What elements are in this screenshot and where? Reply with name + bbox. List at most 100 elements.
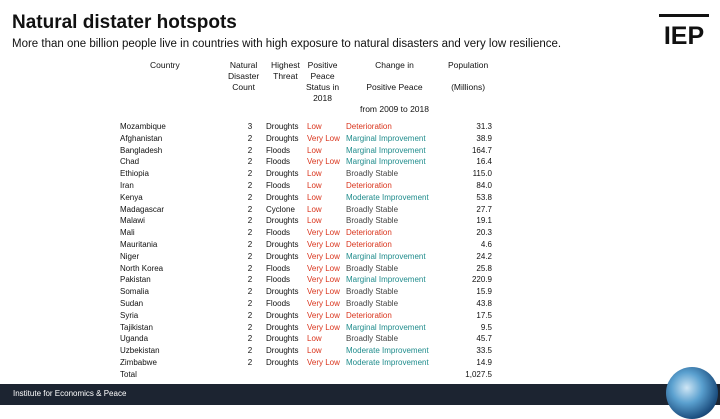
highest-threat-cell: Droughts	[266, 346, 299, 356]
change-cell: Marginal Improvement	[346, 275, 426, 285]
total-population: 1,027.5	[465, 369, 492, 379]
total-row: Total 1,027.5	[120, 369, 500, 381]
change-cell: Deterioration	[346, 240, 392, 249]
table-row: Madagascar 2 Cyclone Low Broadly Stable 27.7	[120, 204, 500, 216]
highest-threat-cell: Droughts	[266, 334, 299, 344]
disaster-count-cell: 2	[247, 216, 253, 226]
country-cell: Afghanistan	[120, 133, 163, 143]
population-cell: 38.9	[476, 133, 492, 143]
change-cell: Marginal Improvement	[346, 322, 426, 332]
peace-status-cell: Very Low	[307, 275, 340, 285]
footer-text: Institute for Economics & Peace	[13, 389, 127, 398]
disaster-count-cell: 2	[247, 228, 253, 238]
disaster-count-cell: 2	[247, 145, 253, 155]
population-cell: 164.7	[471, 145, 492, 155]
change-cell: Marginal Improvement	[346, 251, 426, 261]
highest-threat-cell: Droughts	[266, 133, 299, 143]
country-cell: Chad	[120, 157, 140, 167]
change-cell: Deterioration	[346, 122, 392, 131]
country-cell: Niger	[120, 251, 140, 261]
population-cell: 53.8	[476, 192, 492, 202]
bottom-bar	[0, 384, 720, 405]
disaster-count-cell: 2	[247, 263, 253, 273]
population-cell: 9.5	[480, 322, 492, 332]
disaster-count-cell: 2	[247, 133, 253, 143]
highest-threat-cell: Droughts	[266, 216, 299, 226]
disaster-count-cell: 2	[247, 251, 253, 261]
table-row: Niger 2 Droughts Very Low Marginal Improveme…	[120, 251, 500, 263]
header-highest-threat: Highest Threat	[271, 60, 300, 81]
peace-status-cell: Very Low	[307, 263, 340, 273]
country-cell: Mauritania	[120, 240, 158, 249]
disaster-count-cell: 2	[247, 204, 253, 214]
country-cell: Pakistan	[120, 275, 151, 285]
disaster-count-cell: 2	[247, 310, 253, 320]
peace-status-cell: Low	[307, 122, 322, 131]
change-cell: Deterioration	[346, 310, 392, 320]
table-row: Kenya 2 Droughts Low Moderate Improvement 53.…	[120, 192, 500, 204]
disaster-count-cell: 2	[247, 322, 253, 332]
table-row: Zimbabwe 2 Droughts Very Low Moderate Improv…	[120, 357, 500, 369]
country-cell: Sudan	[120, 299, 144, 308]
population-cell: 45.7	[476, 334, 492, 344]
globe-icon	[666, 367, 718, 419]
country-cell: Uzbekistan	[120, 346, 160, 356]
population-cell: 220.9	[471, 275, 492, 285]
change-cell: Broadly Stable	[346, 299, 399, 308]
peace-status-cell: Low	[307, 192, 322, 202]
table-row: Chad 2 Floods Very Low Marginal Improvement 1…	[120, 156, 500, 168]
peace-status-cell: Very Low	[307, 299, 340, 308]
country-cell: Zimbabwe	[120, 358, 157, 367]
change-cell: Moderate Improvement	[346, 346, 429, 356]
disaster-count-cell: 2	[247, 240, 253, 249]
header-disaster-count: Natural Disaster Count	[228, 60, 260, 92]
peace-status-cell: Low	[307, 216, 322, 226]
disaster-count-cell: 3	[247, 122, 253, 131]
change-cell: Moderate Improvement	[346, 358, 429, 367]
population-cell: 20.3	[476, 228, 492, 238]
peace-status-cell: Very Low	[307, 287, 340, 297]
header-population: Population (Millions)	[448, 60, 489, 92]
country-cell: Tajikistan	[120, 322, 153, 332]
change-cell: Broadly Stable	[346, 287, 399, 297]
disaster-count-cell: 2	[247, 157, 253, 167]
logo-text: IEP	[664, 22, 704, 48]
table-row: Tajikistan 2 Droughts Very Low Marginal Impr…	[120, 322, 500, 334]
change-cell: Moderate Improvement	[346, 192, 429, 202]
change-cell: Broadly Stable	[346, 169, 399, 179]
highest-threat-cell: Floods	[266, 275, 291, 285]
table-row: Sudan 2 Floods Very Low Broadly Stable 43.8	[120, 298, 500, 310]
peace-status-cell: Very Low	[307, 133, 340, 143]
table-row: Mauritania 2 Droughts Very Low Deterioration…	[120, 239, 500, 251]
table-row: Somalia 2 Droughts Very Low Broadly Stable 15…	[120, 286, 500, 298]
change-cell: Marginal Improvement	[346, 145, 426, 155]
disaster-count-cell: 2	[247, 334, 253, 344]
highest-threat-cell: Floods	[266, 299, 291, 308]
table-row: Pakistan 2 Floods Very Low Marginal Improvem…	[120, 274, 500, 286]
disaster-count-cell: 2	[247, 358, 253, 367]
peace-status-cell: Low	[307, 334, 322, 344]
table-row: Ethiopia 2 Droughts Low Broadly Stable 115.0	[120, 168, 500, 180]
population-cell: 24.2	[476, 251, 492, 261]
table-row: Bangladesh 2 Floods Low Marginal Improvement…	[120, 145, 500, 157]
peace-status-cell: Low	[307, 346, 322, 356]
disaster-count-cell: 2	[247, 181, 253, 190]
change-cell: Marginal Improvement	[346, 157, 426, 167]
country-cell: Uganda	[120, 334, 149, 344]
highest-threat-cell: Floods	[266, 157, 291, 167]
highest-threat-cell: Droughts	[266, 169, 299, 179]
highest-threat-cell: Floods	[266, 181, 291, 190]
country-cell: Madagascar	[120, 204, 165, 214]
peace-status-cell: Very Low	[307, 228, 340, 238]
header-change: Change in Positive Peace from 2009 to 20…	[360, 60, 429, 114]
country-cell: Kenya	[120, 192, 143, 202]
highest-threat-cell: Droughts	[266, 358, 299, 367]
population-cell: 43.8	[476, 299, 492, 308]
change-cell: Broadly Stable	[346, 216, 399, 226]
table-row: Uzbekistan 2 Droughts Low Moderate Improveme…	[120, 345, 500, 357]
population-cell: 25.8	[476, 263, 492, 273]
peace-status-cell: Low	[307, 169, 322, 179]
population-cell: 84.0	[476, 181, 492, 190]
change-cell: Broadly Stable	[346, 334, 399, 344]
peace-status-cell: Low	[307, 204, 322, 214]
